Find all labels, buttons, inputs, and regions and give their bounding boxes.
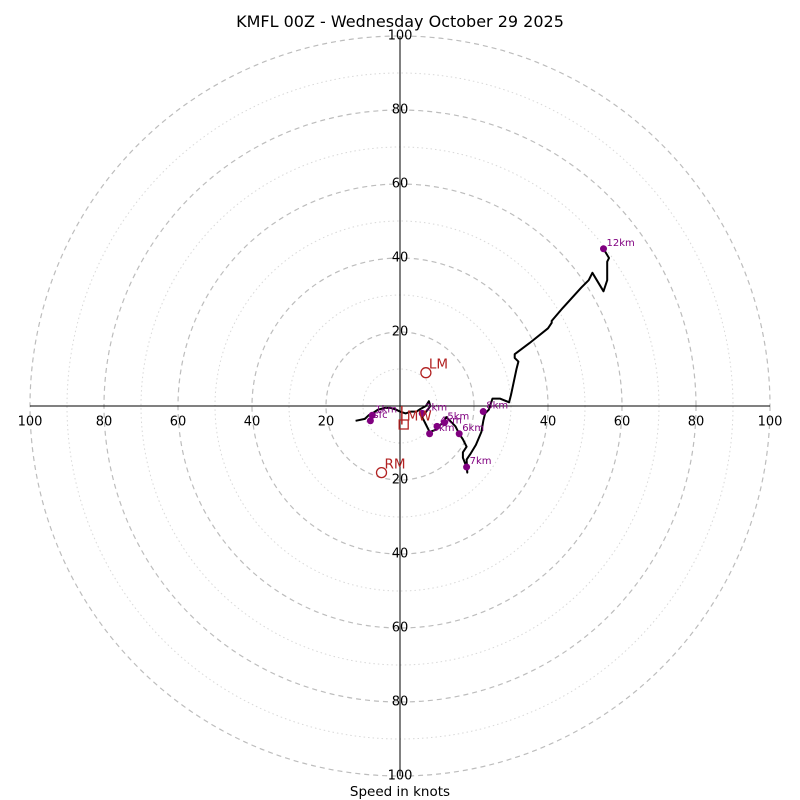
tick-label-left-60: 60 [170, 415, 187, 430]
tick-label-right-40: 40 [540, 415, 557, 430]
tick-label-left-80: 80 [96, 415, 113, 430]
tick-label-right-80: 80 [688, 415, 705, 430]
tick-label-bottom-100: 100 [388, 769, 413, 784]
tick-label-bottom-60: 60 [392, 621, 409, 636]
storm-motion-label-mw: MW [407, 409, 432, 425]
tick-label-top-80: 80 [392, 103, 409, 118]
tick-label-right-60: 60 [614, 415, 631, 430]
tick-label-bottom-40: 40 [392, 547, 409, 562]
storm-motion-label-lm: LM [429, 357, 448, 373]
storm-motion-label-rm: RM [385, 457, 406, 473]
height-label-8km: 8km [486, 401, 508, 412]
hodograph-chart: KMFL 00Z - Wednesday October 29 2025 100… [0, 0, 800, 800]
tick-label-left-20: 20 [318, 415, 335, 430]
height-label-1km: 1km [375, 404, 397, 415]
tick-label-top-100: 100 [388, 29, 413, 44]
x-axis-label: Speed in knots [350, 784, 450, 800]
tick-label-bottom-80: 80 [392, 695, 409, 710]
tick-label-top-20: 20 [392, 325, 409, 340]
height-label-6km: 6km [462, 423, 484, 434]
tick-label-top-40: 40 [392, 251, 409, 266]
tick-label-top-60: 60 [392, 177, 409, 192]
tick-label-left-40: 40 [244, 415, 261, 430]
height-label-12km: 12km [607, 238, 635, 249]
tick-label-bottom-20: 20 [392, 473, 409, 488]
axes [30, 36, 770, 776]
height-label-7km: 7km [470, 456, 492, 467]
tick-label-right-100: 100 [758, 415, 783, 430]
tick-label-left-100: 100 [18, 415, 43, 430]
height-label-5km: 5km [447, 412, 469, 423]
